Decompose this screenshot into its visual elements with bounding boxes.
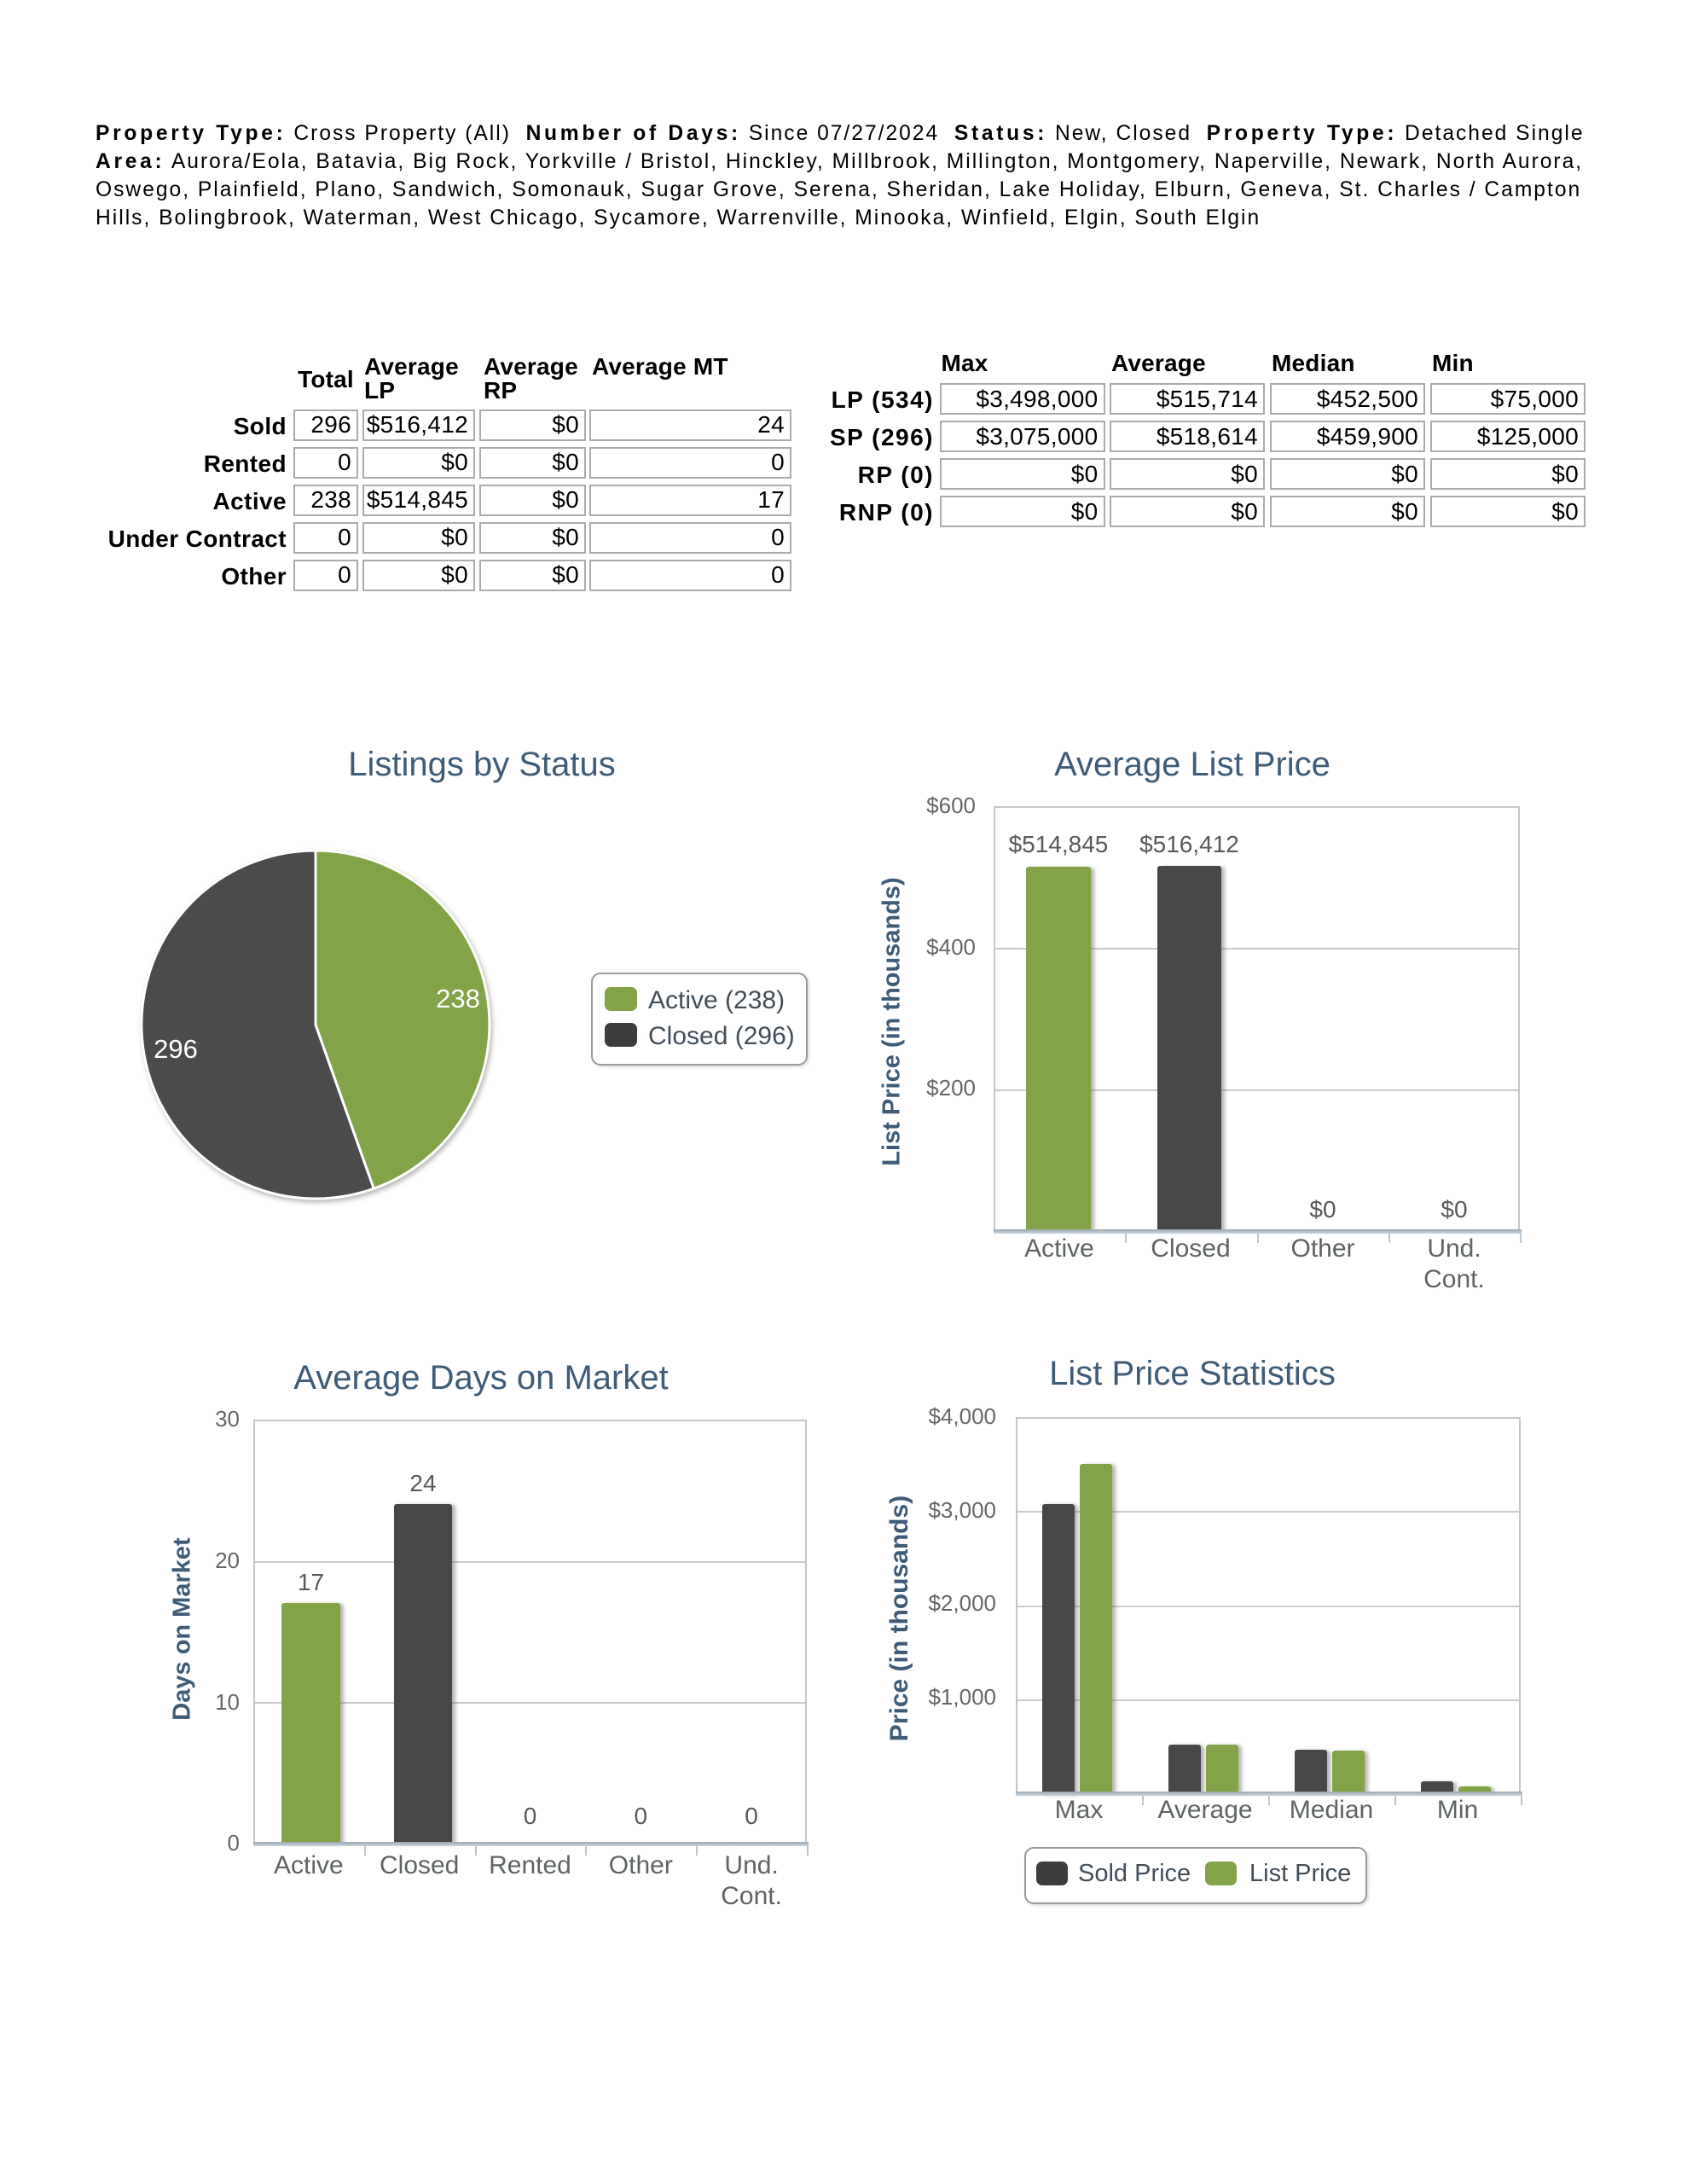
svg-text:296: 296	[154, 1034, 198, 1064]
svg-text:238: 238	[436, 984, 480, 1014]
